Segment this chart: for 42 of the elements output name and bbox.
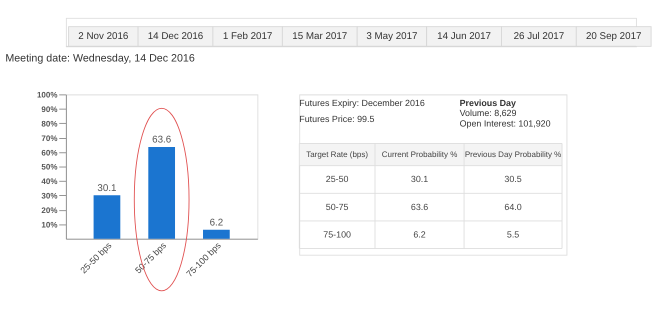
text: 50-75	[326, 202, 349, 212]
text: 64.0	[504, 202, 522, 212]
text: 14 Dec 2016	[148, 31, 204, 42]
data-label: 63.6	[152, 134, 172, 146]
text: 1 Feb 2017	[222, 31, 272, 42]
chart-title: Meeting date: Wednesday, 14 Dec 2016	[5, 52, 195, 64]
text: 3 May 2017	[366, 31, 418, 42]
text: Volume: 8,629	[460, 108, 517, 118]
text: 30.5	[504, 174, 522, 184]
text: 15 Mar 2017	[292, 31, 348, 42]
y-tick-label: 60%	[41, 148, 58, 158]
text: 2 Nov 2016	[78, 31, 129, 42]
y-tick-label: 90%	[41, 104, 58, 114]
y-tick-label: 70%	[41, 134, 58, 143]
y-tick-label: 30%	[41, 192, 58, 201]
y-tick-label: 80%	[41, 119, 58, 128]
y-tick-label: 100%	[36, 90, 58, 100]
text: 6.2	[413, 229, 426, 240]
text: 5.5	[506, 229, 520, 240]
text: 20 Sep 2017	[586, 31, 642, 42]
text: 25-50	[326, 174, 349, 184]
text: 63.6	[410, 202, 428, 212]
text: 14 Jun 2017	[437, 31, 491, 42]
text: 75-100	[323, 229, 352, 240]
text: 26 Jul 2017	[514, 31, 564, 42]
data-label: 30.1	[97, 182, 116, 194]
text: Target Rate (bps)	[306, 150, 368, 160]
text: Open Interest: 101,920	[460, 118, 551, 128]
y-tick-label: 50%	[41, 162, 58, 172]
data-label: 6.2	[210, 217, 224, 228]
text: 30.1	[410, 174, 428, 184]
text: Previous Day	[460, 98, 516, 108]
y-tick-label: 40%	[41, 177, 58, 186]
text: Previous Day Probability %	[464, 150, 562, 160]
bar	[203, 230, 230, 239]
y-tick-label: 10%	[41, 220, 58, 230]
y-tick-label: 20%	[41, 206, 58, 215]
text: Current Probability %	[382, 150, 458, 160]
bar	[94, 195, 120, 239]
text: Futures Expiry: December 2016	[299, 98, 425, 108]
text: Futures Price: 99.5	[299, 114, 374, 124]
bar	[148, 146, 176, 239]
